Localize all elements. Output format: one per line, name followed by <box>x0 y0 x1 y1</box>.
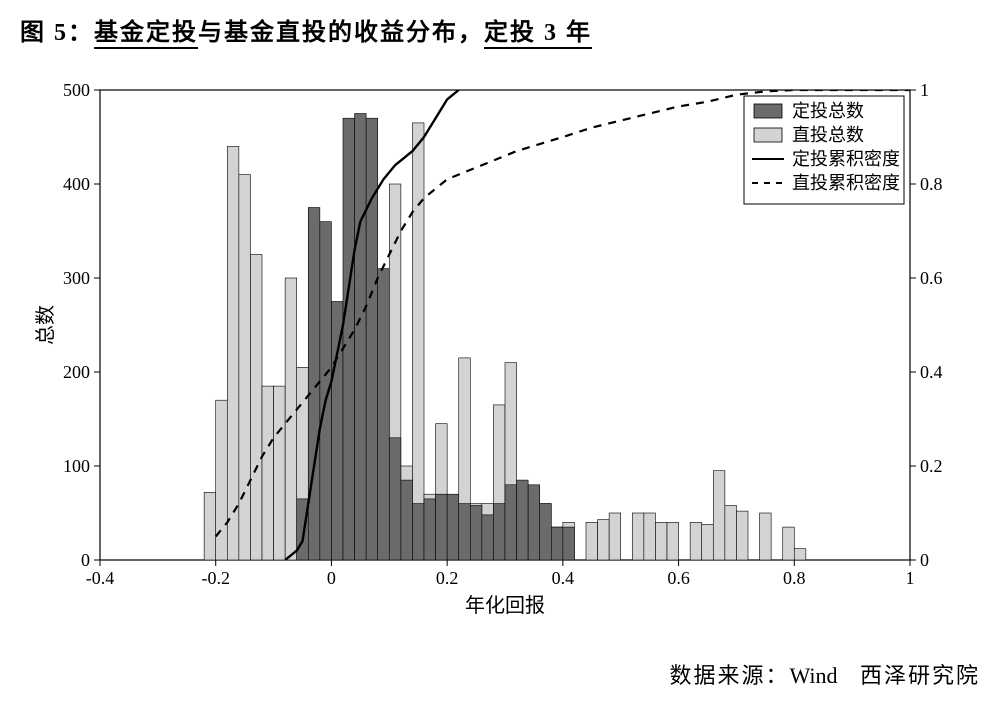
y-right-tick-label: 0.6 <box>920 268 943 288</box>
bar-light <box>736 511 748 560</box>
bar-dark <box>540 504 552 560</box>
bar-dark <box>436 494 448 560</box>
legend-label: 定投累积密度 <box>792 149 900 169</box>
y-left-axis-label: 总数 <box>34 305 57 345</box>
y-right-tick-label: 0.8 <box>920 174 943 194</box>
title-mid: 与基金直投的收益分布， <box>198 20 484 46</box>
legend-label: 直投累积密度 <box>792 173 900 193</box>
bar-dark <box>551 527 563 560</box>
bar-dark <box>528 485 540 560</box>
y-left-tick-label: 0 <box>81 550 90 570</box>
bar-light <box>285 278 297 560</box>
x-tick-label: 0.4 <box>552 568 575 588</box>
x-axis-label: 年化回报 <box>465 594 545 617</box>
bar-dark <box>389 438 401 560</box>
bar-light <box>204 492 216 560</box>
bar-light <box>667 522 679 560</box>
bar-light <box>239 175 251 560</box>
bar-light <box>586 522 598 560</box>
source-tail: 西泽研究院 <box>860 663 980 688</box>
x-tick-label: -0.4 <box>86 568 115 588</box>
source-wind: Wind <box>789 663 837 688</box>
figure-title: 图 5：基金定投与基金直投的收益分布，定投 3 年 <box>20 12 592 47</box>
bar-light <box>262 386 274 560</box>
y-right-tick-label: 0.2 <box>920 456 943 476</box>
bar-light <box>783 527 795 560</box>
bar-light <box>794 549 806 560</box>
source-line: 数据来源：Wind 西泽研究院 <box>669 658 980 690</box>
y-left-tick-label: 100 <box>63 456 90 476</box>
bar-light <box>598 520 610 560</box>
y-right-tick-label: 1 <box>920 80 929 100</box>
bar-dark <box>343 118 355 560</box>
bar-dark <box>482 515 494 560</box>
x-tick-label: 1 <box>906 568 915 588</box>
bar-light <box>644 513 656 560</box>
legend-swatch <box>754 104 782 118</box>
bar-light <box>713 471 725 560</box>
bar-dark <box>447 494 459 560</box>
bar-light <box>274 386 286 560</box>
legend-label: 直投总数 <box>792 125 864 145</box>
bar-dark <box>331 302 343 561</box>
x-tick-label: -0.2 <box>201 568 230 588</box>
bar-dark <box>378 269 390 560</box>
title-underline-2: 定投 3 年 <box>484 20 592 49</box>
bar-dark <box>424 499 436 560</box>
bar-light <box>250 255 262 561</box>
bar-light <box>690 522 702 560</box>
x-tick-label: 0.8 <box>783 568 806 588</box>
bar-dark <box>470 505 482 560</box>
legend-label: 定投总数 <box>792 101 864 121</box>
y-left-tick-label: 500 <box>63 80 90 100</box>
y-right-tick-label: 0.4 <box>920 362 943 382</box>
bar-dark <box>412 504 424 560</box>
bar-dark <box>517 480 529 560</box>
bar-dark <box>355 114 367 561</box>
title-underline-1: 基金定投 <box>94 20 198 49</box>
y-left-tick-label: 400 <box>63 174 90 194</box>
bar-light <box>760 513 772 560</box>
y-left-tick-label: 300 <box>63 268 90 288</box>
title-prefix: 图 5： <box>20 20 94 46</box>
source-prefix: 数据来源： <box>669 663 789 688</box>
bar-dark <box>459 504 471 560</box>
bar-dark <box>505 485 517 560</box>
bar-light <box>609 513 621 560</box>
bar-light <box>655 522 667 560</box>
legend-swatch <box>754 128 782 142</box>
bar-dark <box>401 480 413 560</box>
chart-container: -0.4-0.200.20.40.60.81010020030040050000… <box>30 70 970 630</box>
y-right-tick-label: 0 <box>920 550 929 570</box>
x-tick-label: 0.6 <box>667 568 690 588</box>
x-tick-label: 0.2 <box>436 568 459 588</box>
y-left-tick-label: 200 <box>63 362 90 382</box>
bar-dark <box>493 504 505 560</box>
bar-light <box>725 505 737 560</box>
bar-light <box>632 513 644 560</box>
bar-light <box>227 146 239 560</box>
chart-svg: -0.4-0.200.20.40.60.81010020030040050000… <box>30 70 970 630</box>
x-tick-label: 0 <box>327 568 336 588</box>
bar-dark <box>563 527 575 560</box>
bar-light <box>702 524 714 560</box>
bar-light <box>412 123 424 560</box>
bar-dark <box>366 118 378 560</box>
